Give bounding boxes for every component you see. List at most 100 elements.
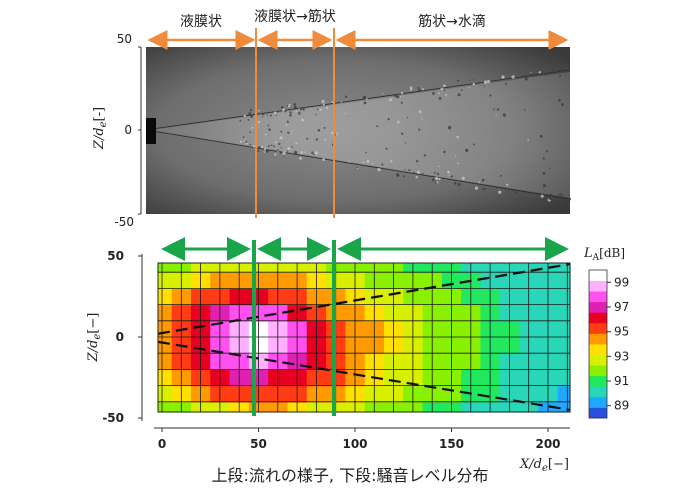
droplet [542, 157, 546, 160]
droplet [274, 153, 277, 156]
droplet [417, 87, 420, 89]
spray-edge-line [157, 340, 571, 411]
y-tick-label: 50 [107, 249, 124, 263]
droplet [287, 131, 290, 134]
photo-ytick-neg50: -50 [114, 215, 134, 229]
heatmap-cell [557, 304, 571, 322]
droplet [270, 114, 272, 117]
droplet [315, 138, 318, 141]
droplet [457, 162, 460, 165]
droplet [568, 197, 572, 201]
colorbar-swatch [589, 322, 607, 334]
droplet [315, 113, 317, 116]
droplet [253, 145, 256, 148]
contour-y-axis-label: Z/de[−] [86, 313, 103, 363]
droplet [324, 104, 326, 106]
droplet [472, 82, 476, 86]
droplet [287, 147, 291, 151]
droplet [314, 151, 318, 155]
droplet [266, 114, 269, 117]
droplet [482, 187, 484, 190]
droplet [465, 148, 469, 153]
heatmap-cell [158, 272, 173, 289]
colorbar-swatch [589, 291, 607, 303]
colorbar-swatch [589, 270, 607, 281]
droplet [372, 162, 374, 165]
droplet [423, 154, 426, 157]
droplet [249, 109, 253, 112]
droplet [400, 101, 403, 104]
droplet [293, 150, 298, 155]
droplet [527, 138, 529, 141]
droplet [291, 130, 293, 132]
droplet [457, 79, 460, 82]
regime-label-2: 液膜状→筋状 [254, 8, 336, 25]
droplet [286, 105, 289, 107]
droplet [257, 149, 260, 152]
droplet [365, 151, 367, 154]
droplet [397, 120, 400, 124]
droplet [243, 114, 247, 118]
droplet [242, 136, 245, 139]
droplet [447, 126, 452, 130]
droplet [239, 119, 242, 122]
droplet [261, 116, 264, 118]
droplet [356, 166, 358, 169]
contour-plot [157, 262, 571, 413]
droplet [539, 134, 543, 138]
droplet [322, 103, 326, 106]
droplet [542, 184, 546, 188]
droplet [278, 142, 281, 146]
colorbar-swatch [589, 301, 607, 313]
droplet [460, 89, 463, 91]
droplet [250, 115, 254, 118]
droplet [298, 112, 301, 115]
droplet [344, 112, 347, 115]
spray-droplets [239, 69, 572, 202]
droplet [450, 175, 453, 178]
droplet [311, 151, 314, 154]
droplet [376, 125, 379, 128]
droplet [279, 136, 283, 140]
spray-upper-edge [151, 69, 571, 130]
heatmap-cell [557, 369, 571, 387]
droplet [421, 118, 424, 121]
droplet [291, 146, 293, 148]
droplet [263, 147, 267, 151]
droplet [319, 108, 322, 112]
droplet [560, 103, 564, 107]
droplet [245, 140, 248, 144]
heatmap-cell [158, 353, 173, 370]
photo-y-axis: 50 0 -50 Z/de[-] [92, 32, 142, 229]
heatmap-cell [158, 337, 173, 354]
droplet [279, 151, 282, 154]
droplet [286, 120, 289, 123]
droplet [280, 147, 282, 149]
droplet [302, 108, 305, 111]
droplet [377, 168, 381, 172]
droplet [277, 149, 279, 152]
droplet [381, 163, 384, 166]
photo-y-axis-label: Z/de[-] [92, 107, 109, 150]
droplet [474, 186, 478, 190]
droplet [440, 87, 444, 91]
droplet [267, 145, 270, 148]
droplet [402, 175, 405, 178]
droplet [432, 92, 435, 95]
droplet [258, 146, 261, 149]
droplet [270, 144, 273, 147]
droplet [366, 160, 370, 163]
droplet [478, 181, 481, 183]
spray-cone [152, 72, 570, 198]
droplet [453, 182, 457, 185]
contour-frame [157, 262, 571, 413]
droplet [540, 194, 544, 198]
droplet [394, 94, 398, 98]
droplet [542, 171, 546, 175]
colorbar-swatch [589, 333, 607, 345]
colorbar-swatch [589, 407, 607, 419]
heatmap-cell [557, 385, 571, 403]
droplet [483, 80, 488, 84]
droplet [325, 106, 328, 109]
droplet [280, 106, 284, 109]
